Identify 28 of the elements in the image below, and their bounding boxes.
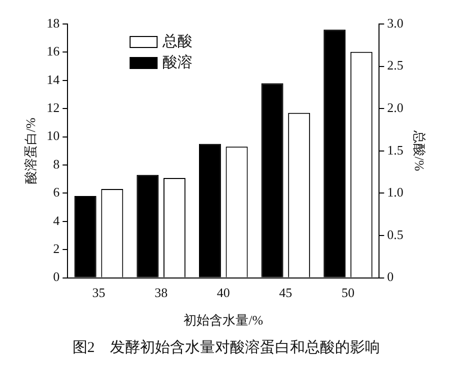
y2-axis-title: 总酸/% bbox=[412, 130, 427, 172]
y-tick-label: 12 bbox=[46, 100, 60, 116]
x-tick-label: 45 bbox=[279, 285, 292, 300]
y-axis-title: 酸溶蛋白/% bbox=[23, 118, 38, 184]
y2-tick-label: 1.0 bbox=[387, 184, 404, 200]
y2-tick-label: 1.5 bbox=[387, 142, 404, 158]
y-tick-label: 6 bbox=[53, 184, 60, 200]
y-tick-label: 4 bbox=[53, 212, 60, 228]
legend-label: 酸溶 bbox=[162, 54, 193, 71]
y2-tick-label: 0 bbox=[387, 269, 394, 284]
y2-tick-label: 2.5 bbox=[387, 58, 404, 73]
y2-tick-label: 2.0 bbox=[387, 100, 404, 116]
x-tick-label: 40 bbox=[216, 285, 230, 300]
y-tick-label: 0 bbox=[53, 269, 60, 284]
y2-tick-label: 0.5 bbox=[387, 226, 404, 242]
y-tick-label: 16 bbox=[46, 44, 60, 59]
y-tick-label: 18 bbox=[46, 15, 60, 30]
x-tick-label: 35 bbox=[92, 285, 106, 300]
y-tick-label: 10 bbox=[46, 128, 60, 144]
x-tick-label: 38 bbox=[154, 285, 168, 300]
y2-tick-label: 3.0 bbox=[387, 15, 404, 30]
x-tick-label: 50 bbox=[341, 285, 354, 300]
y-tick-label: 8 bbox=[53, 156, 60, 172]
y-tick-label: 14 bbox=[46, 72, 60, 87]
x-axis-title: 初始含水量/% bbox=[184, 312, 264, 328]
caption: 图2 发酵初始含水量对酸溶蛋白和总酸的影响 bbox=[71, 338, 381, 357]
y-tick-label: 2 bbox=[53, 241, 60, 256]
legend-label: 总酸 bbox=[162, 32, 193, 50]
